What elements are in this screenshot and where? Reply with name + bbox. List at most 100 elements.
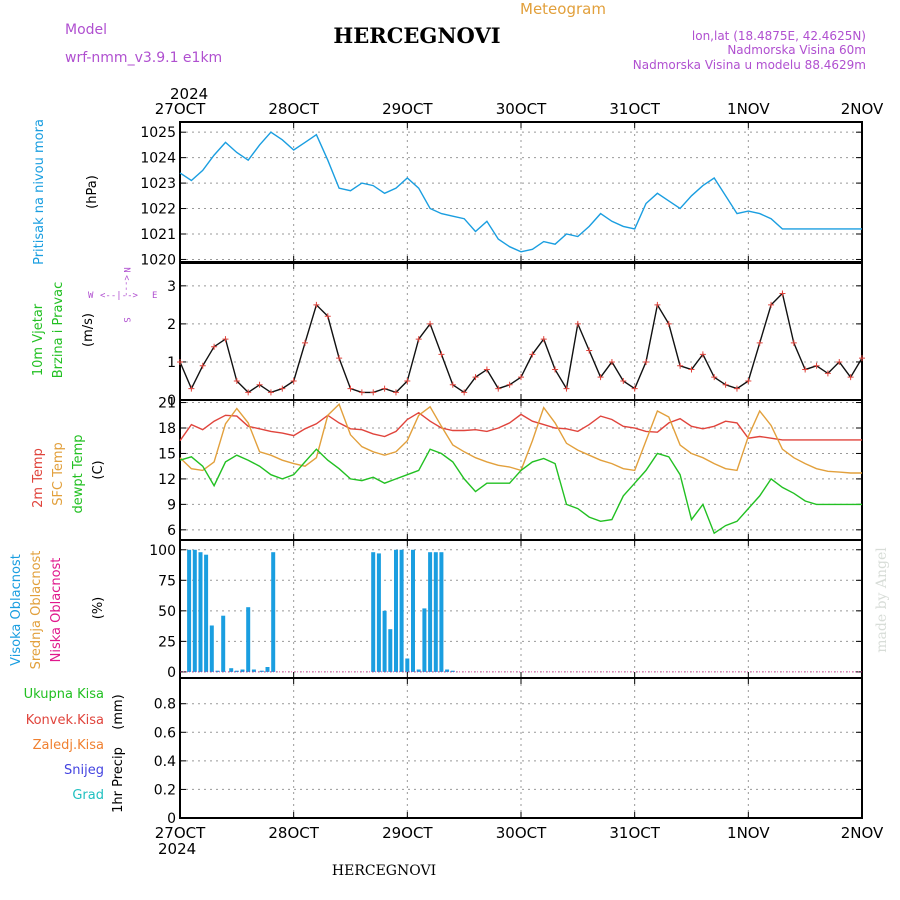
precip-ylabel: 1hr Precip bbox=[111, 747, 126, 813]
wind-speed-marker bbox=[290, 377, 297, 384]
high-cloud-bar bbox=[399, 549, 404, 672]
wind-speed-marker bbox=[733, 385, 740, 392]
bottom-tick-label: 29OCT bbox=[382, 824, 433, 842]
station-title: HERCEGNOVI bbox=[333, 23, 500, 48]
y-tick-label: 1021 bbox=[140, 227, 176, 243]
wind-speed-marker bbox=[711, 374, 718, 381]
wind-speed-marker bbox=[404, 377, 411, 384]
high-cloud-bar bbox=[198, 552, 203, 672]
cloud-high-label: Visoka Oblacnost bbox=[9, 554, 24, 666]
y-tick-label: 2 bbox=[167, 317, 176, 333]
wind-speed-marker bbox=[688, 366, 695, 373]
y-tick-label: 21 bbox=[158, 396, 176, 412]
high-cloud-bar bbox=[246, 607, 251, 672]
wind-speed-marker bbox=[779, 290, 786, 297]
y-tick-label: 15 bbox=[158, 446, 176, 462]
y-tick-label: 1024 bbox=[140, 151, 176, 167]
wind-speed-marker bbox=[267, 389, 274, 396]
wind-unit: (m/s) bbox=[81, 313, 96, 347]
wind-speed-marker bbox=[665, 320, 672, 327]
high-cloud-bar bbox=[439, 552, 444, 672]
high-cloud-bar bbox=[215, 670, 220, 672]
bottom-tick-label: 2NOV bbox=[841, 824, 884, 842]
wind-speed-marker bbox=[324, 313, 331, 320]
wind-speed-marker bbox=[461, 389, 468, 396]
bottom-tick-label: 31OCT bbox=[609, 824, 660, 842]
wind-speed-marker bbox=[859, 355, 865, 362]
wind-speed-marker bbox=[177, 358, 183, 365]
wind-speed-marker bbox=[813, 362, 820, 369]
model-altitude-text: Nadmorska Visina u modelu 88.4629m bbox=[633, 58, 866, 72]
cloud-panel: 0 25 50 75 100 bbox=[149, 539, 863, 681]
high-cloud-bar bbox=[388, 629, 393, 672]
wind-speed-marker bbox=[540, 336, 547, 343]
high-cloud-bar bbox=[271, 552, 276, 672]
wind-speed-marker bbox=[722, 381, 729, 388]
cloud-mid-label: Srednja Oblacnost bbox=[29, 551, 44, 670]
y-tick-label: 1023 bbox=[140, 176, 176, 192]
footer-title: HERCEGNOVI bbox=[332, 863, 436, 879]
y-tick-label: 0.2 bbox=[154, 782, 176, 798]
wind-speed-marker bbox=[222, 336, 229, 343]
watermark: made by Angel bbox=[874, 547, 890, 653]
model-name: wrf-nmm_v3.9.1 e1km bbox=[65, 50, 222, 66]
y-tick-label: 18 bbox=[158, 421, 176, 437]
top-time-ticks: 27OCT 28OCT 29OCT 30OCT 31OCT 1NOV 2NOV bbox=[155, 100, 884, 118]
wind-panel: 0 1 2 3 bbox=[167, 262, 865, 409]
precip-legend-conv: Konvek.Kisa bbox=[26, 713, 104, 728]
high-cloud-bar bbox=[376, 553, 381, 672]
wind-speed-marker bbox=[256, 381, 263, 388]
temp-ylabel-1: 2m Temp bbox=[31, 448, 46, 508]
high-cloud-bar bbox=[251, 669, 256, 672]
wind-speed-marker bbox=[449, 381, 456, 388]
high-cloud-bar bbox=[265, 667, 270, 672]
wind-speed-marker bbox=[631, 385, 638, 392]
wind-speed-marker bbox=[233, 377, 240, 384]
wind-speed-marker bbox=[188, 385, 195, 392]
high-cloud-bar bbox=[221, 615, 226, 672]
precip-legend-total: Ukupna Kisa bbox=[24, 687, 104, 702]
cloud-low-label: Niska Oblacnost bbox=[49, 558, 64, 663]
top-tick-label: 1NOV bbox=[727, 100, 770, 118]
y-tick-label: 0.4 bbox=[154, 754, 176, 770]
wind-speed-marker bbox=[574, 320, 581, 327]
wind-speed-marker bbox=[529, 351, 536, 358]
temperature-panel: 6 9 12 15 18 21 bbox=[158, 396, 863, 541]
y-tick-label: 1022 bbox=[140, 202, 176, 218]
wind-speed-marker bbox=[836, 358, 843, 365]
compass-arrow-v: <--- bbox=[121, 275, 131, 297]
compass-arrow-h: <--|--> bbox=[100, 291, 139, 301]
temp-unit: (C) bbox=[91, 460, 106, 479]
compass-n: N bbox=[121, 267, 131, 272]
precip-legend-hail: Grad bbox=[72, 788, 104, 803]
high-cloud-bar bbox=[428, 552, 433, 672]
panel-frame bbox=[179, 539, 863, 679]
top-tick-label: 29OCT bbox=[382, 100, 433, 118]
wind-speed-marker bbox=[279, 385, 286, 392]
y-tick-label: 1025 bbox=[140, 125, 176, 141]
compass-s: S bbox=[121, 317, 131, 322]
wind-speed-marker bbox=[699, 351, 706, 358]
top-tick-label: 2NOV bbox=[841, 100, 884, 118]
precip-legend-frz: Zaledj.Kisa bbox=[33, 738, 104, 753]
pressure-line bbox=[179, 131, 862, 253]
wind-speed-marker bbox=[302, 339, 309, 346]
wind-speed-marker bbox=[802, 366, 809, 373]
wind-speed-marker bbox=[643, 358, 650, 365]
y-tick-label: 0.6 bbox=[154, 725, 176, 741]
wind-speed-marker bbox=[358, 389, 365, 396]
top-tick-label: 31OCT bbox=[609, 100, 660, 118]
precip-panel: 0 0.2 0.4 0.6 0.8 bbox=[154, 677, 863, 827]
high-cloud-bar bbox=[259, 670, 264, 672]
wind-speed-marker bbox=[381, 385, 388, 392]
high-cloud-bar bbox=[450, 670, 455, 672]
wind-speed-marker bbox=[586, 347, 593, 354]
wind-speed-marker bbox=[506, 381, 513, 388]
high-cloud-bar bbox=[422, 608, 427, 672]
wind-speed-marker bbox=[768, 301, 775, 308]
wind-speed-marker bbox=[824, 370, 831, 377]
high-cloud-bar bbox=[240, 669, 245, 672]
y-tick-label: 100 bbox=[149, 543, 176, 559]
wind-speed-marker bbox=[790, 339, 797, 346]
